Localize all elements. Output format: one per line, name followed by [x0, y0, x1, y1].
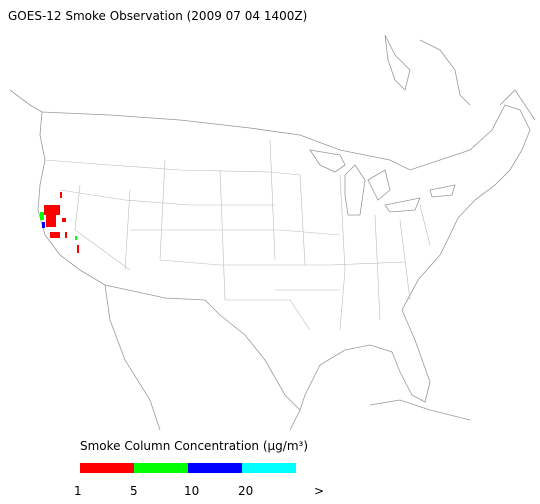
legend-title: Smoke Column Concentration (μg/m³) — [80, 439, 308, 453]
legend-label: 10 — [184, 484, 199, 498]
legend-swatch — [80, 463, 134, 473]
smoke-pixel — [44, 205, 60, 215]
canada-coast — [9, 34, 536, 121]
smoke-pixel — [65, 232, 67, 238]
legend-label: 5 — [130, 484, 138, 498]
state-line — [44, 139, 431, 331]
us-outline — [37, 104, 531, 411]
smoke-pixel — [77, 245, 79, 253]
legend-label: 1 — [74, 484, 82, 498]
legend-swatch — [134, 463, 188, 473]
smoke-pixel — [75, 236, 77, 240]
legend-label: > — [314, 484, 324, 498]
smoke-pixel — [60, 192, 62, 198]
smoke-pixel — [40, 212, 44, 220]
mexico-coast — [104, 284, 471, 431]
legend-swatch — [242, 463, 296, 473]
smoke-pixel — [42, 222, 45, 228]
legend-label: 20 — [238, 484, 253, 498]
state-lines — [44, 139, 431, 331]
coastline — [9, 34, 536, 431]
legend-swatch — [188, 463, 242, 473]
great-lakes — [309, 149, 456, 216]
map-title: GOES-12 Smoke Observation (2009 07 04 14… — [8, 9, 307, 23]
smoke-pixel — [50, 232, 60, 238]
smoke-pixel — [62, 218, 66, 222]
smoke-pixels — [40, 192, 79, 253]
smoke-pixel — [46, 215, 56, 227]
